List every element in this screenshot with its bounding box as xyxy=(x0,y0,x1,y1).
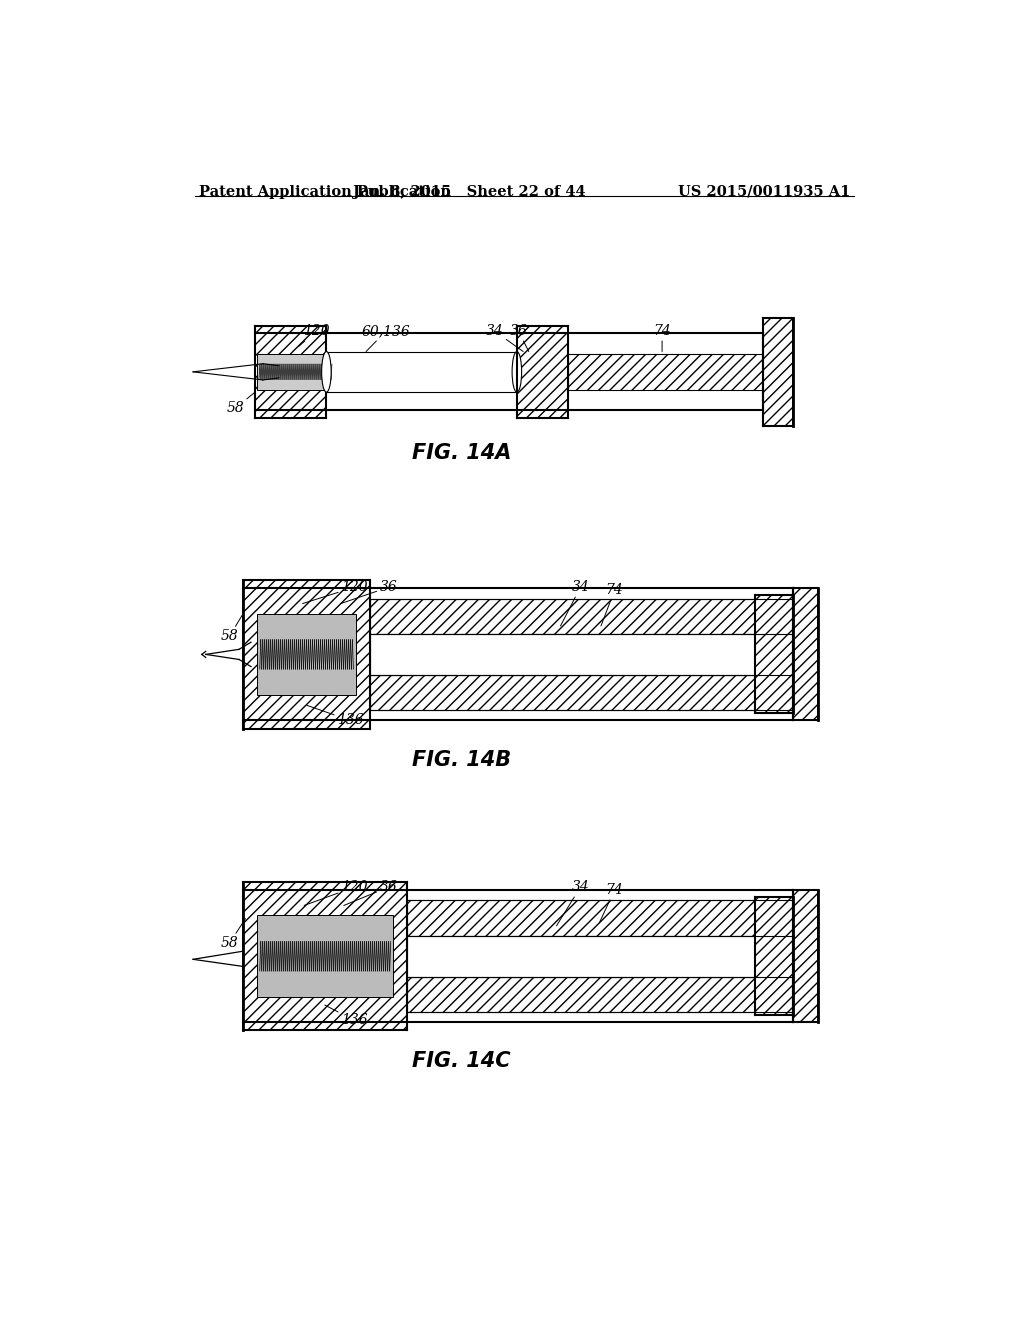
Text: 120: 120 xyxy=(303,581,368,603)
Text: FIG. 14C: FIG. 14C xyxy=(412,1051,511,1071)
Text: 34: 34 xyxy=(485,325,523,351)
Text: 58: 58 xyxy=(221,614,243,643)
Text: 36: 36 xyxy=(344,880,397,906)
Text: 36: 36 xyxy=(341,581,397,603)
Text: Patent Application Publication: Patent Application Publication xyxy=(200,185,452,199)
Bar xyxy=(517,326,568,417)
Text: 136: 136 xyxy=(306,705,364,727)
Text: 74: 74 xyxy=(653,325,671,351)
Ellipse shape xyxy=(322,351,331,392)
Bar xyxy=(408,900,793,936)
Text: 74: 74 xyxy=(599,883,624,923)
Text: 58: 58 xyxy=(221,919,246,950)
Text: 136: 136 xyxy=(325,1005,368,1027)
Text: 36: 36 xyxy=(510,325,528,351)
Bar xyxy=(370,675,793,710)
Text: US 2015/0011935 A1: US 2015/0011935 A1 xyxy=(678,185,850,199)
Text: 58: 58 xyxy=(226,392,255,416)
Bar xyxy=(755,595,793,713)
Text: FIG. 14A: FIG. 14A xyxy=(412,444,511,463)
Bar xyxy=(793,890,818,1022)
Ellipse shape xyxy=(512,351,521,392)
Text: 60,136: 60,136 xyxy=(361,325,411,351)
Bar xyxy=(755,898,793,1015)
Bar xyxy=(370,634,793,675)
Bar xyxy=(243,882,408,1031)
Text: FIG. 14B: FIG. 14B xyxy=(412,750,511,770)
Bar xyxy=(763,318,793,426)
Bar xyxy=(568,354,763,391)
Bar xyxy=(370,598,793,634)
Bar xyxy=(327,351,517,392)
Bar xyxy=(257,614,355,696)
Text: 34: 34 xyxy=(557,880,589,925)
Text: 120: 120 xyxy=(304,880,368,906)
Bar xyxy=(255,326,327,417)
Bar xyxy=(408,977,793,1012)
Text: 34: 34 xyxy=(560,581,589,626)
Bar xyxy=(243,581,370,729)
Text: 120: 120 xyxy=(299,325,330,346)
Bar xyxy=(793,589,818,721)
Text: Jan. 8, 2015   Sheet 22 of 44: Jan. 8, 2015 Sheet 22 of 44 xyxy=(353,185,586,199)
Bar xyxy=(257,916,393,997)
Bar xyxy=(257,354,334,391)
Bar xyxy=(408,936,793,977)
Text: 74: 74 xyxy=(601,583,624,626)
